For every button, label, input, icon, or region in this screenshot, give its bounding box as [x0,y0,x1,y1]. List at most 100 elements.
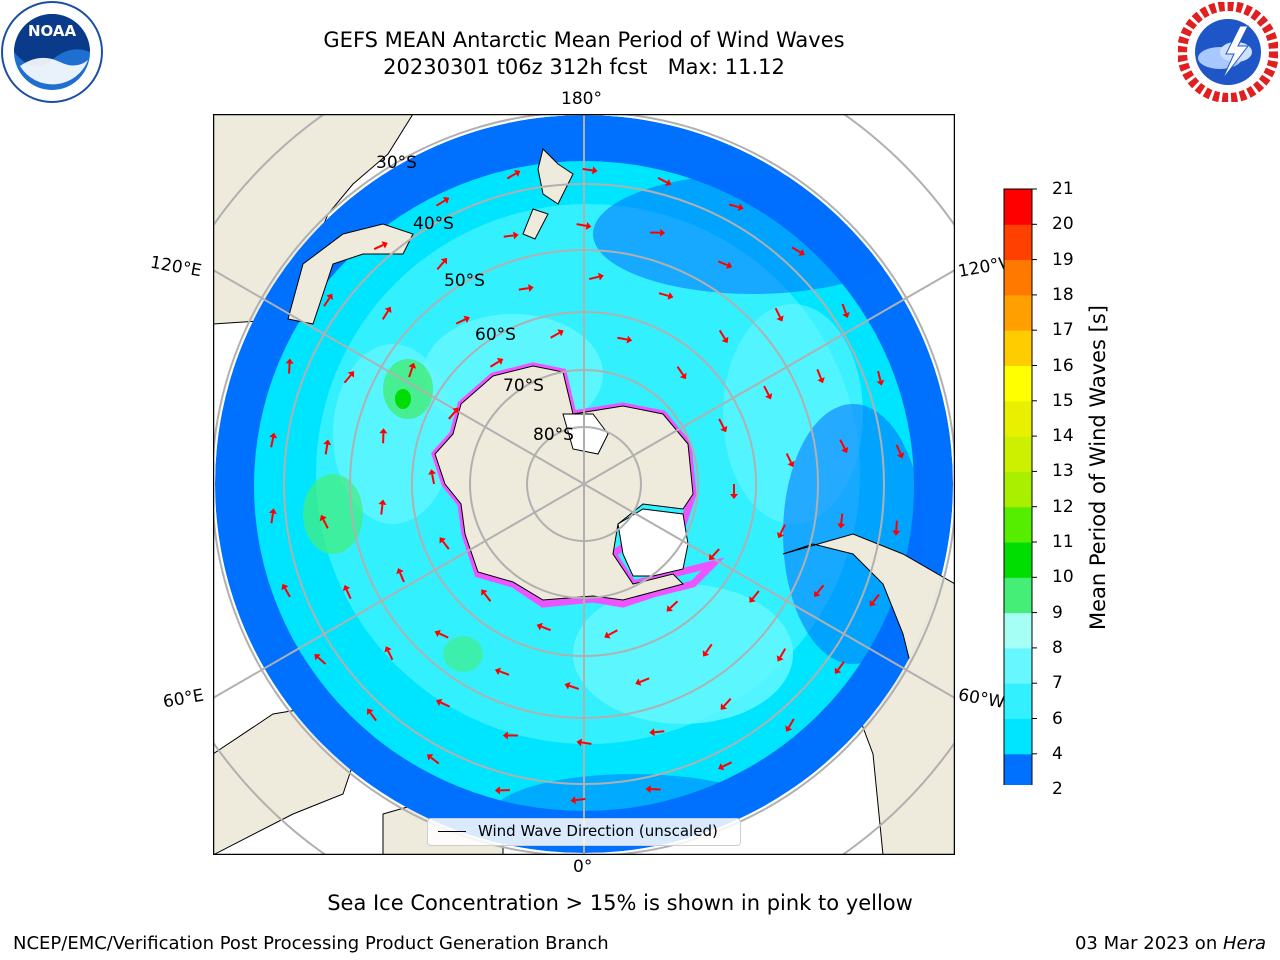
wave-direction-arrow-head [269,432,278,439]
wave-direction-arrow-shaft [343,374,352,384]
wave-direction-arrow-shaft [369,711,377,722]
wave-direction-arrow-head [702,650,710,657]
wave-direction-arrow-head [720,703,727,710]
wave-direction-arrow-shaft [877,370,882,382]
wave-direction-arrow-shaft [506,172,517,180]
colorbar-segment [1004,612,1032,649]
wave-direction-arrow-shaft [448,410,457,420]
wave-direction-arrow-head [536,622,543,631]
wave-direction-arrow-head [378,499,387,505]
lon-label-180: 180° [561,89,602,109]
wave-direction-arrow-head [666,605,673,612]
wave-direction-arrow-shaft [438,632,449,639]
wave-direction-arrow-shaft [751,590,760,600]
wave-direction-arrow-shaft [658,292,669,297]
wave-direction-arrow-head [426,754,434,761]
graticule [213,114,955,855]
chart-title: GEFS MEAN Antarctic Mean Period of Wind … [323,28,845,52]
wave-direction-arrow-shaft [489,360,500,368]
wave-direction-arrow-shaft [576,223,587,227]
wave-direction-arrow-head [842,311,850,319]
lon-label-60w: 60°W [956,685,1007,713]
wave-direction-arrow-head [428,469,437,475]
footer-date-text: 03 Mar 2023 on [1074,933,1223,954]
wave-direction-arrow-shaft [639,677,650,683]
colorbar-tick-label: 11 [1052,532,1074,552]
colorbar-segment [1004,259,1032,296]
wave-direction-arrow-head [442,197,450,204]
wave-direction-arrow-shaft [284,587,291,598]
colorbar-tick-label: 20 [1052,214,1074,235]
colorbar-outline [1003,188,1033,790]
wave-direction-arrow-head [496,358,504,365]
wave-direction-arrow-shaft [895,520,898,531]
wave-direction-arrow-head [667,292,674,300]
colorbar-segment [1004,506,1032,543]
wave-direction-arrow-shaft [441,540,450,550]
colorbar-ticks: 2 4 6 7 8 9 10 11 12 13 14 15 16 17 18 19 20 21 [1052,0,1092,960]
wave-direction-arrow-shaft [540,625,551,632]
wave-direction-arrow-head [785,725,793,732]
wave-direction-arrow-shaft [575,798,586,802]
colorbar-segment [1004,683,1032,719]
colorbar-segment [1004,718,1032,755]
colorbar-tick-label: 19 [1052,249,1074,270]
wave-direction-arrow-head [384,646,392,653]
wave-direction-arrow-shaft [763,385,770,396]
wave-direction-arrow-shaft [779,524,786,535]
colorbar-tick-label: 7 [1052,673,1063,694]
wave-direction-arrow-head [841,446,849,454]
wave-direction-arrow-shaft [588,275,600,281]
wave-direction-arrow-shaft [872,593,880,604]
wave-direction-arrow-shaft [483,592,492,602]
wave-direction-arrow-shaft [380,504,384,515]
wave-direction-arrow-head [268,508,277,514]
wave-direction-arrow-head [635,678,642,686]
colorbar-tick-label: 15 [1052,390,1074,411]
wave-direction-arrow-shaft [440,701,451,708]
wave-direction-arrow-head [463,315,470,323]
lat-label-50s: 50°S [444,271,485,291]
wave-direction-arrow-shaft [779,648,787,658]
footer-date: 03 Mar 2023 on Hera [1075,933,1266,954]
colorbar-tick-label: 12 [1052,496,1074,517]
wave-direction-arrow-head [649,728,655,737]
wave-direction-arrow-shaft [723,697,732,707]
wave-direction-arrow-head [347,371,355,378]
colorbar-segment [1004,471,1032,508]
wave-direction-arrow-head [494,667,501,676]
wave-direction-arrow-head [452,407,459,414]
colorbar-tick-label: 16 [1052,355,1074,376]
chart-subtitle: 20230301 t06z 312h fcst Max: 11.12 [383,55,785,79]
wave-direction-arrow-head [776,655,784,662]
colorbar-tick-label: 10 [1052,567,1074,588]
wave-direction-arrow-head [708,553,716,561]
wave-direction-arrow-head [281,583,289,591]
colorbar-tick-label: 21 [1052,179,1074,199]
wave-direction-arrow-shaft [705,643,713,654]
wave-direction-arrow-shaft [669,600,679,609]
wave-direction-arrow-shaft [270,437,275,448]
wave-direction-arrow-shaft [387,650,394,661]
wave-direction-arrow-shaft [774,307,781,318]
wave-direction-arrow-head [597,272,604,281]
colorbar-segment [1004,189,1032,225]
wave-direction-arrow-head [718,763,725,771]
legend-line-sample [438,831,466,832]
wave-direction-arrow-shaft [787,718,795,728]
wave-direction-arrow-head [798,248,805,256]
wave-direction-arrow-head [285,358,294,364]
wave-direction-arrow-shaft [839,439,846,450]
map-legend: Wind Wave Direction (unscaled) [427,818,741,846]
colorbar-segment [1004,400,1032,437]
wave-direction-arrow-head [592,166,598,175]
colorbar-segment [1004,294,1032,331]
lat-label-40s: 40°S [413,214,454,234]
wave-direction-arrow-head [314,654,321,661]
wave-direction-arrow-shaft [582,168,593,172]
wave-direction-arrow-head [730,494,738,499]
colorbar-segment [1004,436,1032,472]
lat-label-60s: 60°S [475,325,516,345]
wave-direction-arrow-head [749,596,756,603]
wave-direction-arrow-shaft [408,367,414,378]
